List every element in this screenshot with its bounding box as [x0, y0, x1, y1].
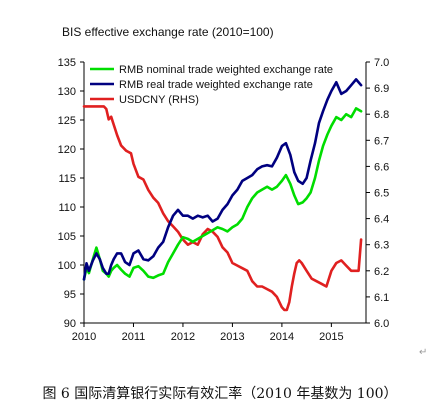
right-tick-label: 6.5 [374, 188, 389, 200]
chart-svg: 90 95 100 105 110 115 120 125 130 135 6.0 6.1 6.2 6.3… [58, 57, 390, 343]
right-tick-label: 6.2 [374, 266, 389, 278]
x-tick-label: 2010 [72, 331, 96, 343]
left-tick-label: 100 [58, 260, 76, 272]
left-tick-label: 105 [58, 231, 76, 243]
series-line-2 [82, 78, 363, 281]
left-tick-label: 135 [58, 57, 76, 69]
chart: BIS effective exchange rate (2010=100) 9… [58, 25, 390, 343]
right-tick-label: 6.1 [374, 292, 389, 304]
x-tick-label: 2012 [171, 331, 195, 343]
x-tick-label: 2015 [319, 331, 343, 343]
left-tick-label: 115 [58, 173, 76, 185]
right-tick-label: 7.0 [374, 57, 389, 69]
left-tick-label: 110 [58, 202, 76, 214]
right-tick-label: 6.0 [374, 318, 389, 330]
left-tick-label: 120 [58, 144, 76, 156]
x-tick-label: 2013 [220, 331, 244, 343]
series-lines [82, 78, 363, 312]
left-tick-label: 130 [58, 86, 76, 98]
right-tick-label: 6.3 [374, 240, 389, 252]
right-tick-label: 6.4 [374, 214, 389, 226]
left-tick-label: 125 [58, 115, 76, 127]
x-tick-label: 2011 [122, 331, 146, 343]
tick-labels: 90 95 100 105 110 115 120 125 130 135 6.0 6.1 6.2 6.3… [58, 57, 390, 343]
legend-label-1: RMB nominal trade weighted exchange rate [119, 64, 333, 76]
figure-caption: 图 6 国际清算银行实际有效汇率（2010 年基数为 100） [42, 386, 398, 402]
series-line-3 [82, 105, 363, 312]
right-tick-label: 6.7 [374, 135, 389, 147]
x-tick-label: 2014 [270, 331, 294, 343]
left-tick-label: 90 [64, 318, 76, 330]
right-tick-label: 6.6 [374, 161, 389, 173]
legend: RMB nominal trade weighted exchange rate… [90, 64, 333, 106]
right-tick-label: 6.9 [374, 83, 389, 95]
legend-label-3: USDCNY (RHS) [119, 94, 199, 106]
legend-label-2: RMB real trade weighted exchange rate [119, 79, 313, 91]
paragraph-mark-icon: ↵ [419, 347, 428, 358]
right-tick-label: 6.8 [374, 109, 389, 121]
chart-title: BIS effective exchange rate (2010=100) [62, 25, 274, 39]
left-tick-label: 95 [64, 289, 76, 301]
series-line-1 [82, 107, 363, 281]
